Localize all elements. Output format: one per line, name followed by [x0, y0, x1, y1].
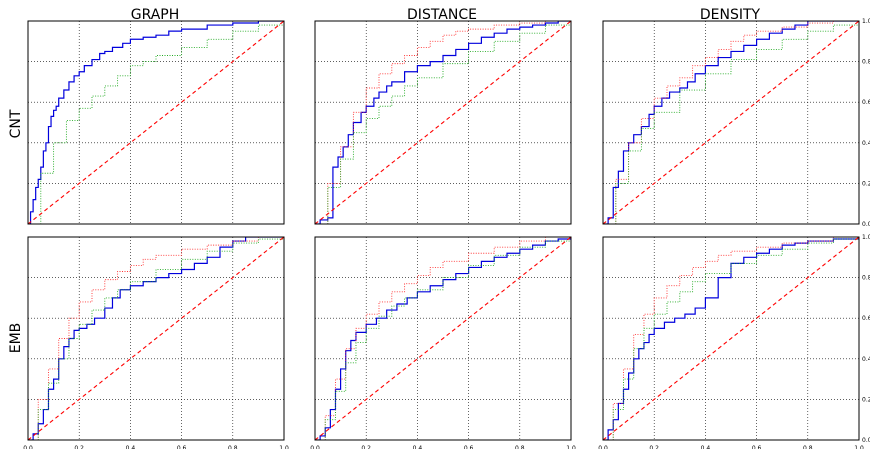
- axes-frame: [27, 20, 285, 225]
- roc-curve-dotted-green: [603, 237, 859, 440]
- row-label-emb: EMB: [8, 323, 24, 354]
- x-tick-label: 1.0: [279, 445, 289, 449]
- roc-curve-dotted-red: [28, 237, 284, 440]
- y-tick-label: 0.6: [862, 99, 870, 106]
- roc-curve-solid: [28, 237, 284, 440]
- axes-frame: [314, 236, 572, 441]
- y-tick-label: 0.8: [862, 275, 870, 282]
- x-tick-label: 0.2: [74, 445, 84, 449]
- y-tick-label: 0.4: [862, 140, 870, 147]
- x-tick-label: 0.8: [515, 445, 525, 449]
- y-tick-label: 0.0: [862, 437, 870, 444]
- panel-emb-graph: 0.0 0.2 0.4 0.6 0.8 1.0: [23, 236, 289, 449]
- roc-curve-dotted-green: [315, 21, 571, 224]
- axes-frame: [27, 236, 285, 441]
- x-tick-label: 0.0: [598, 445, 608, 449]
- axes-frame: [314, 20, 572, 225]
- x-tick-label: 0.2: [361, 445, 371, 449]
- chance-diagonal: [603, 21, 859, 224]
- panel-cnt-distance: [314, 20, 572, 225]
- y-tick-label: 1.0: [862, 234, 870, 241]
- x-tick-label: 1.0: [566, 445, 576, 449]
- y-tick-label: 0.2: [862, 180, 870, 187]
- chance-diagonal: [315, 237, 571, 440]
- chance-diagonal: [28, 21, 284, 224]
- y-tick-label: 0.0: [862, 221, 870, 228]
- x-tick-label: 0.0: [310, 445, 320, 449]
- column-title-distance: DISTANCE: [407, 7, 477, 23]
- x-tick-label: 0.8: [803, 445, 813, 449]
- x-tick-label: 0.6: [752, 445, 762, 449]
- roc-curve-dotted-green: [28, 21, 284, 224]
- row-label-cnt: CNT: [8, 109, 24, 138]
- column-title-density: DENSITY: [700, 7, 761, 23]
- x-tick-label: 0.0: [23, 445, 33, 449]
- y-tick-label: 0.8: [862, 59, 870, 66]
- chance-diagonal: [603, 237, 859, 440]
- x-tick-label: 0.4: [126, 445, 136, 449]
- x-tick-label: 1.0: [854, 445, 864, 449]
- roc-curve-solid: [315, 21, 571, 224]
- chance-diagonal: [28, 237, 284, 440]
- x-tick-label: 0.2: [649, 445, 659, 449]
- panel-cnt-density: 0.0 0.2 0.4 0.6 0.8 1.0: [602, 18, 870, 228]
- roc-curve-dotted-red: [603, 21, 859, 224]
- chance-diagonal: [315, 21, 571, 224]
- panel-emb-distance: 0.0 0.2 0.4 0.6 0.8 1.0: [310, 236, 576, 449]
- y-tick-label: 0.2: [862, 396, 870, 403]
- x-tick-label: 0.8: [228, 445, 238, 449]
- panel-emb-density: 0.0 0.2 0.4 0.6 0.8 1.00.00.20.40.60.81.0: [598, 234, 870, 449]
- roc-curve-dotted-green: [603, 21, 859, 224]
- roc-curve-solid: [28, 21, 284, 224]
- x-tick-label: 0.6: [177, 445, 187, 449]
- column-title-graph: GRAPH: [131, 7, 180, 23]
- y-tick-label: 0.4: [862, 356, 870, 363]
- y-tick-label: 0.6: [862, 315, 870, 322]
- axes-frame: [602, 236, 860, 441]
- panel-cnt-graph: [27, 20, 285, 225]
- x-tick-label: 0.4: [701, 445, 711, 449]
- y-tick-label: 1.0: [862, 18, 870, 25]
- x-tick-label: 0.6: [464, 445, 474, 449]
- roc-curve-solid: [603, 21, 859, 224]
- axes-frame: [602, 20, 860, 225]
- x-tick-label: 0.4: [413, 445, 423, 449]
- roc-curve-dotted-green: [28, 237, 284, 440]
